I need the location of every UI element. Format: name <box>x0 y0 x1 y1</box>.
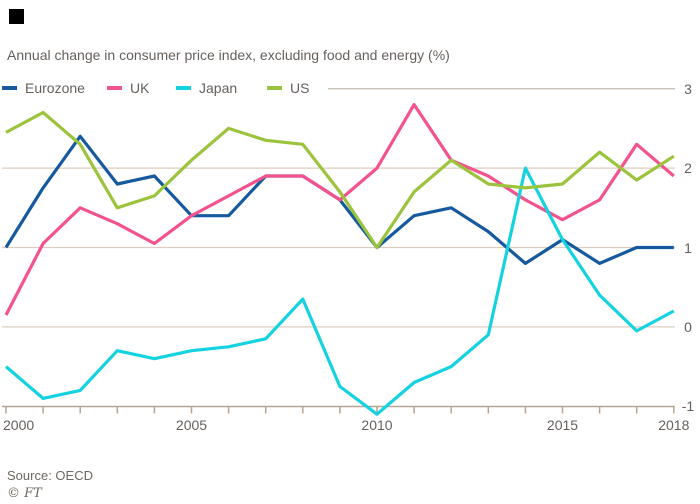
chart-subtitle: Annual change in consumer price index, e… <box>7 47 450 63</box>
series-line-us <box>5 110 675 250</box>
legend-swatch-japan <box>176 86 191 90</box>
legend-item-eurozone: Eurozone <box>2 79 85 97</box>
ft-credit: © FT <box>7 486 42 501</box>
x-tick-label-2010: 2010 <box>361 417 393 433</box>
legend-swatch-uk <box>107 86 122 90</box>
legend-label: Japan <box>199 80 238 96</box>
legend: Eurozone UK Japan US <box>0 79 700 97</box>
x-tick-label-2015: 2015 <box>546 417 579 433</box>
y-tick-label-3: 3 <box>684 80 692 97</box>
y-tick-label-2: 2 <box>684 160 692 177</box>
legend-swatch-eurozone <box>2 86 17 90</box>
x-tick-label-2005: 2005 <box>175 417 208 433</box>
y-tick-label--1: -1 <box>681 398 695 415</box>
source-label: Source: OECD <box>7 468 93 483</box>
legend-label: UK <box>130 80 150 96</box>
x-tick-label-2000: 2000 <box>3 417 35 433</box>
series-line-uk <box>4 102 675 316</box>
legend-label: US <box>290 80 310 96</box>
legend-item-uk: UK <box>107 79 149 97</box>
legend-label: Eurozone <box>25 80 85 96</box>
x-tick-label-2018: 2018 <box>658 417 690 433</box>
y-tick-label-0: 0 <box>684 318 692 335</box>
top-left-mark <box>9 9 24 24</box>
legend-item-japan: Japan <box>176 79 237 97</box>
legend-swatch-us <box>267 86 282 90</box>
series-line-japan <box>4 166 675 416</box>
y-tick-label-1: 1 <box>684 239 692 256</box>
legend-item-us: US <box>267 79 309 97</box>
